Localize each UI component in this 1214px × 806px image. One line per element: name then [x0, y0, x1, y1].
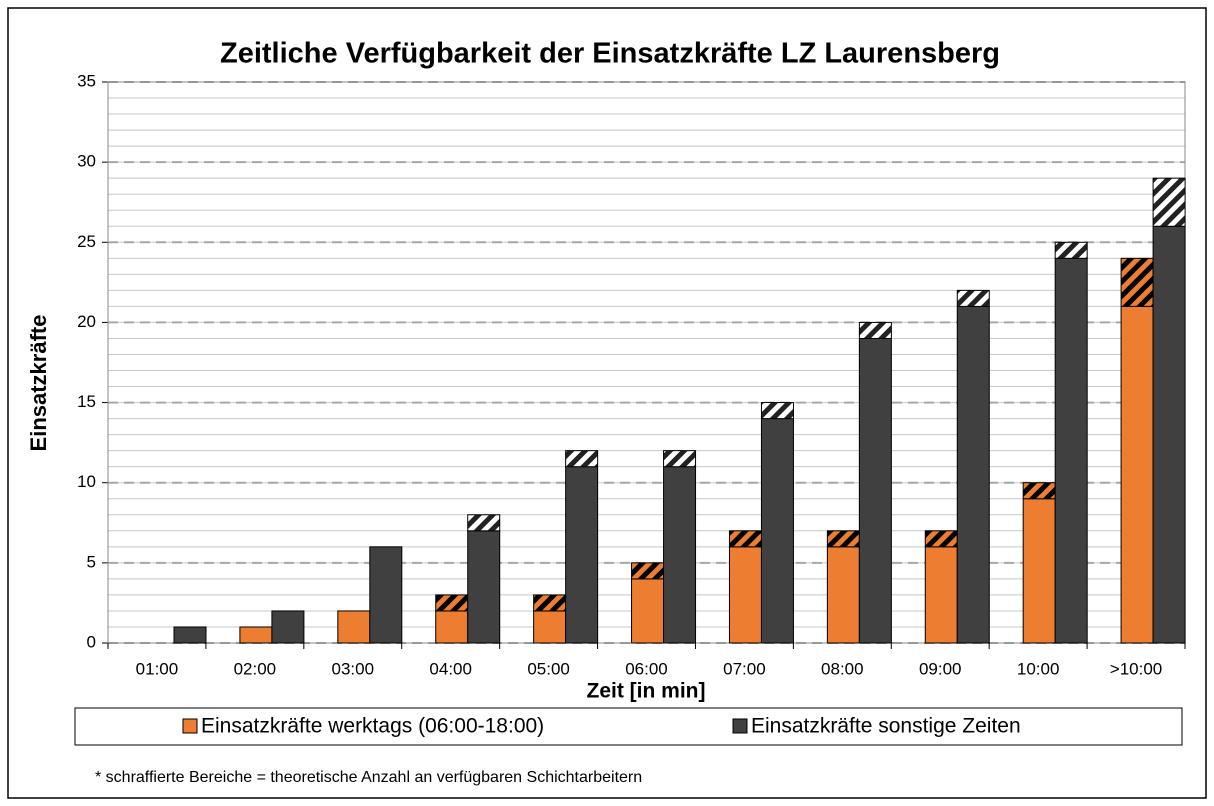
- hatched-bar: [858, 321, 892, 339]
- x-tick-label: 02:00: [234, 659, 277, 678]
- chart-title: Zeitliche Verfügbarkeit der Einsatzkräft…: [220, 38, 1000, 70]
- bar: [1022, 498, 1056, 644]
- bar: [760, 418, 794, 644]
- x-tick-label: 09:00: [919, 659, 962, 678]
- hatched-bar: [533, 594, 567, 612]
- hatched-bar: [1152, 177, 1186, 227]
- legend-label: Einsatzkräfte werktags (06:00-18:00): [201, 715, 544, 738]
- y-tick-label: 25: [77, 232, 96, 251]
- x-tick-label: 03:00: [331, 659, 374, 678]
- bar: [369, 546, 403, 644]
- legend-label: Einsatzkräfte sonstige Zeiten: [751, 715, 1021, 738]
- hatched-bar: [631, 562, 665, 580]
- bar: [1120, 305, 1154, 644]
- bar: [565, 466, 599, 644]
- hatched-bar: [826, 530, 860, 548]
- hatched-bar: [760, 402, 794, 420]
- x-axis-title: Zeit [in min]: [587, 680, 706, 703]
- hatched-bar: [1054, 241, 1088, 259]
- hatched-bar: [728, 530, 762, 548]
- hatched-bar: [435, 594, 469, 612]
- bar: [663, 466, 697, 644]
- bar: [728, 546, 762, 644]
- y-tick-label: 5: [87, 552, 96, 571]
- bar: [337, 610, 371, 644]
- bar: [173, 626, 207, 644]
- x-tick-label: 08:00: [821, 659, 864, 678]
- bar: [467, 530, 501, 644]
- bar: [1054, 257, 1088, 644]
- x-tick-label: 05:00: [527, 659, 570, 678]
- bar: [435, 610, 469, 644]
- y-axis-title: Einsatzkräfte: [26, 315, 51, 452]
- y-tick-label: 15: [77, 392, 96, 411]
- x-tick-label: 06:00: [625, 659, 668, 678]
- bar: [631, 578, 665, 644]
- hatched-bar: [956, 289, 990, 307]
- y-tick-label: 10: [77, 472, 96, 491]
- y-tick-label: 20: [77, 312, 96, 331]
- hatched-bar: [467, 514, 501, 532]
- x-tick-label: 01:00: [136, 659, 179, 678]
- bar: [271, 610, 305, 644]
- legend-box: [74, 707, 1183, 746]
- x-tick-label: 10:00: [1017, 659, 1060, 678]
- bar: [1152, 225, 1186, 644]
- legend-swatch: [732, 718, 748, 734]
- y-tick-label: 35: [77, 71, 96, 90]
- bar: [826, 546, 860, 644]
- bar: [533, 610, 567, 644]
- y-tick-label: 30: [77, 152, 96, 171]
- y-tick-label: 0: [87, 632, 96, 651]
- legend-swatch: [182, 718, 198, 734]
- hatched-bar: [1120, 257, 1154, 307]
- x-tick-label: 04:00: [429, 659, 472, 678]
- x-tick-label: >10:00: [1110, 659, 1162, 678]
- hatched-bar: [924, 530, 958, 548]
- bar: [239, 626, 273, 644]
- footnote: * schraffierte Bereiche = theoretische A…: [95, 769, 642, 786]
- hatched-bar: [1022, 482, 1056, 500]
- hatched-bar: [565, 450, 599, 468]
- bar: [924, 546, 958, 644]
- hatched-bar: [663, 450, 697, 468]
- bar: [858, 337, 892, 644]
- x-tick-label: 07:00: [723, 659, 766, 678]
- bar: [956, 305, 990, 644]
